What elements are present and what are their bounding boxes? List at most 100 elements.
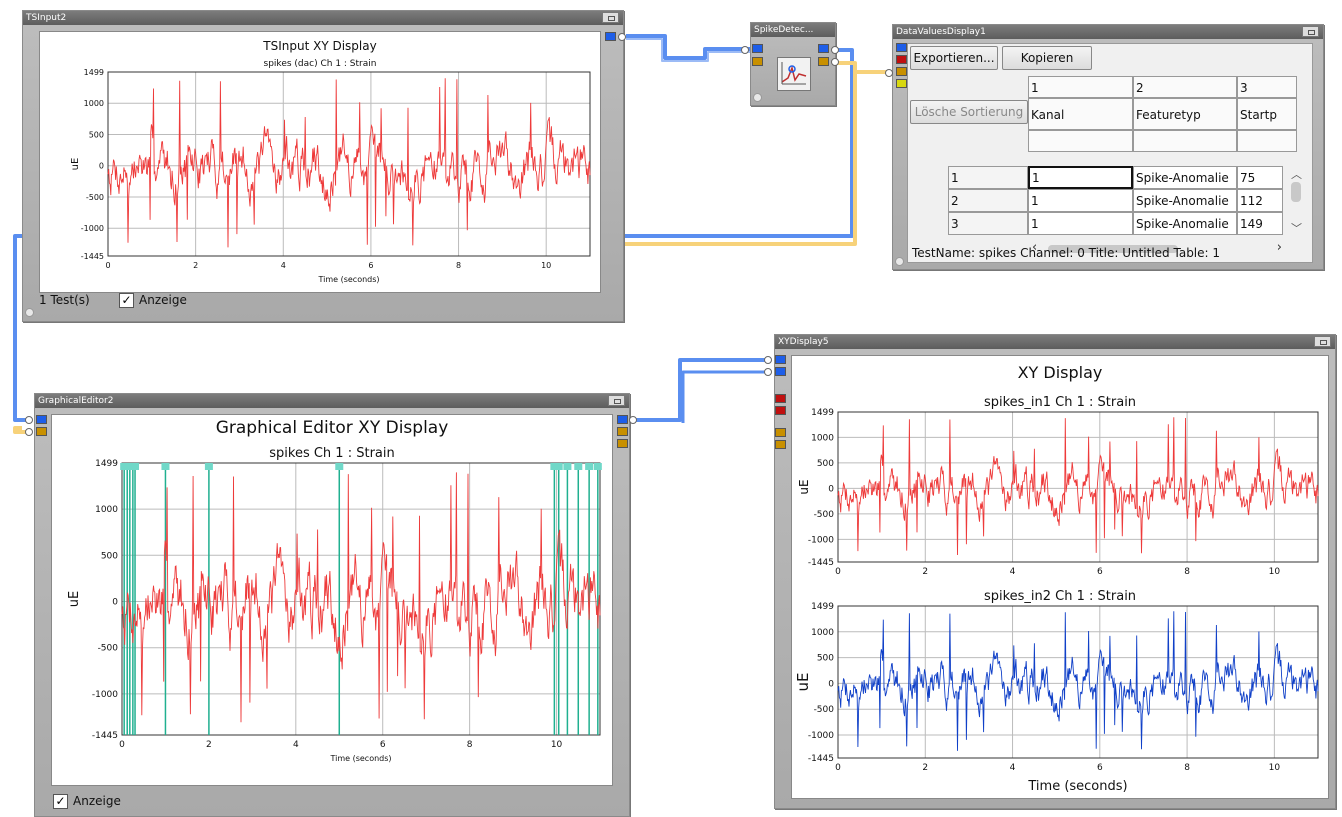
datavalues-panel[interactable]: DataValuesDisplay1 Exportieren... Kopier…: [892, 24, 1324, 270]
table-cell-start[interactable]: 112: [1237, 189, 1283, 212]
spikedetect-output-connector[interactable]: [831, 46, 839, 54]
tsinput-output-port[interactable]: [605, 32, 616, 41]
graphical-output-port-1[interactable]: [617, 415, 628, 424]
table-cell-kanal[interactable]: 1: [1028, 189, 1133, 212]
graphical-input-connector-2[interactable]: [25, 428, 33, 436]
datavalues-input-connector[interactable]: [885, 69, 893, 77]
copy-button[interactable]: Kopieren: [1002, 46, 1092, 70]
spike-marker-flag[interactable]: [574, 463, 583, 470]
horizontal-scrollbar[interactable]: ‹ ›: [1028, 240, 1286, 256]
vertical-scroll-thumb[interactable]: [1291, 182, 1301, 202]
spike-marker-flag[interactable]: [550, 463, 559, 470]
col-filter-3[interactable]: [1237, 130, 1297, 152]
table-cell-typ[interactable]: Spike-Anomalie: [1133, 166, 1237, 189]
spike-marker-flag[interactable]: [204, 463, 213, 470]
table-cell-kanal[interactable]: 1: [1028, 212, 1133, 235]
xydisplay-panel[interactable]: XYDisplay5 XY Display spikes_in1 Ch 1 : S…: [774, 334, 1336, 809]
tsinput-output-connector[interactable]: [618, 33, 626, 41]
scroll-right-icon[interactable]: ›: [1276, 240, 1282, 255]
datavalues-status: TestName: spikes Channel: 0 Title: Untit…: [912, 246, 1221, 260]
row-index-1[interactable]: 1: [948, 166, 1028, 189]
row-index-3[interactable]: 3: [948, 212, 1028, 235]
spikedetect-output-port[interactable]: [818, 44, 829, 53]
wire-spike-to-data-blue: [622, 48, 854, 238]
table-cell-typ[interactable]: Spike-Anomalie: [1133, 189, 1237, 212]
table-cell-kanal[interactable]: 1: [1028, 166, 1133, 189]
datavalues-titlebar[interactable]: DataValuesDisplay1: [893, 25, 1323, 39]
datavalues-input-port-4[interactable]: [896, 79, 907, 88]
graphical-input-connector[interactable]: [25, 416, 33, 424]
graphical-output-port-3[interactable]: [617, 439, 628, 448]
tsinput-panel[interactable]: TSInput2 TSInput XY Display spikes (dac) …: [22, 10, 624, 322]
col-header-startp[interactable]: Startp: [1237, 98, 1297, 130]
spike-marker-flag[interactable]: [131, 463, 140, 470]
xydisplay-input-port-5[interactable]: [775, 428, 786, 437]
spike-marker-flag[interactable]: [554, 463, 563, 470]
horizontal-scroll-thumb[interactable]: [1048, 245, 1178, 253]
col-filter-1[interactable]: [1028, 130, 1133, 152]
x-tick-label: 4: [1010, 763, 1016, 773]
spike-marker-flag[interactable]: [335, 463, 344, 470]
y-tick-label: -500: [86, 193, 104, 202]
xydisplay-titlebar[interactable]: XYDisplay5: [775, 335, 1335, 349]
clear-sort-button[interactable]: Lösche Sortierung: [910, 100, 1028, 124]
y-tick-label: 0: [828, 679, 834, 689]
spike-marker-flag[interactable]: [593, 463, 602, 470]
graphical-display-checkbox[interactable]: ✓: [53, 794, 68, 809]
spikedetect-icon[interactable]: [777, 57, 811, 91]
col-number-1[interactable]: 1: [1028, 76, 1133, 98]
table-cell-start[interactable]: 75: [1237, 166, 1283, 189]
xydisplay-input-port-1[interactable]: [775, 355, 786, 364]
export-button[interactable]: Exportieren...: [910, 46, 998, 70]
col-number-3[interactable]: 3: [1237, 76, 1297, 98]
xydisplay-input-port-2[interactable]: [775, 367, 786, 376]
xydisplay-input-connector-2[interactable]: [764, 368, 772, 376]
vertical-scrollbar[interactable]: ︿ ﹀: [1288, 166, 1304, 236]
graphical-titlebar[interactable]: GraphicalEditor2: [35, 394, 629, 408]
datavalues-input-port-1[interactable]: [896, 43, 907, 52]
xydisplay-input-connector[interactable]: [764, 356, 772, 364]
col-number-2[interactable]: 2: [1133, 76, 1237, 98]
table-cell-start[interactable]: 149: [1237, 212, 1283, 235]
y-tick-label: 0: [99, 162, 104, 171]
tsinput-minimize-button[interactable]: [602, 12, 619, 23]
xydisplay-input-port-6[interactable]: [775, 440, 786, 449]
xydisplay-minimize-button[interactable]: [1314, 336, 1331, 347]
xydisplay-input-port-3[interactable]: [775, 394, 786, 403]
datavalues-input-port-3[interactable]: [896, 67, 907, 76]
spikedetect-input-port-2[interactable]: [752, 57, 763, 66]
datavalues-input-port-2[interactable]: [896, 55, 907, 64]
spike-marker-flag[interactable]: [161, 463, 170, 470]
col-header-featuretyp[interactable]: Featuretyp: [1133, 98, 1237, 130]
scroll-left-icon[interactable]: ‹: [1032, 240, 1038, 255]
x-tick-label: 8: [456, 261, 461, 270]
y-axis-label: uE: [67, 591, 82, 607]
scroll-up-icon[interactable]: ︿: [1291, 168, 1302, 181]
tsinput-display-checkbox[interactable]: ✓: [119, 293, 134, 308]
datavalues-minimize-button[interactable]: [1302, 26, 1319, 37]
table-cell-typ[interactable]: Spike-Anomalie: [1133, 212, 1237, 235]
spike-marker-flag[interactable]: [585, 463, 594, 470]
graphical-output-connector[interactable]: [629, 416, 637, 424]
tsinput-corner-dot: [25, 308, 34, 317]
spike-marker-flag[interactable]: [563, 463, 572, 470]
spikedetect-titlebar[interactable]: SpikeDetec...: [751, 23, 835, 37]
graphical-output-port-2[interactable]: [617, 427, 628, 436]
tsinput-titlebar[interactable]: TSInput2: [23, 11, 623, 25]
y-tick-label: 1499: [811, 602, 834, 612]
xydisplay-input-port-4[interactable]: [775, 406, 786, 415]
scroll-down-icon[interactable]: ﹀: [1291, 222, 1302, 235]
graphical-input-port-1[interactable]: [36, 415, 47, 424]
spikedetect-output-connector-2[interactable]: [831, 58, 839, 66]
col-header-kanal[interactable]: Kanal: [1028, 98, 1133, 130]
spikedetect-input-connector[interactable]: [741, 46, 749, 54]
row-index-2[interactable]: 2: [948, 189, 1028, 212]
spikedetect-output-port-2[interactable]: [818, 57, 829, 66]
graphical-minimize-button[interactable]: [608, 395, 625, 406]
graphical-input-port-2[interactable]: [36, 427, 47, 436]
plot-frame: [837, 411, 1319, 563]
col-filter-2[interactable]: [1133, 130, 1237, 152]
graphical-panel[interactable]: GraphicalEditor2 Graphical Editor XY Dis…: [34, 393, 630, 817]
spikedetect-input-port[interactable]: [752, 44, 763, 53]
